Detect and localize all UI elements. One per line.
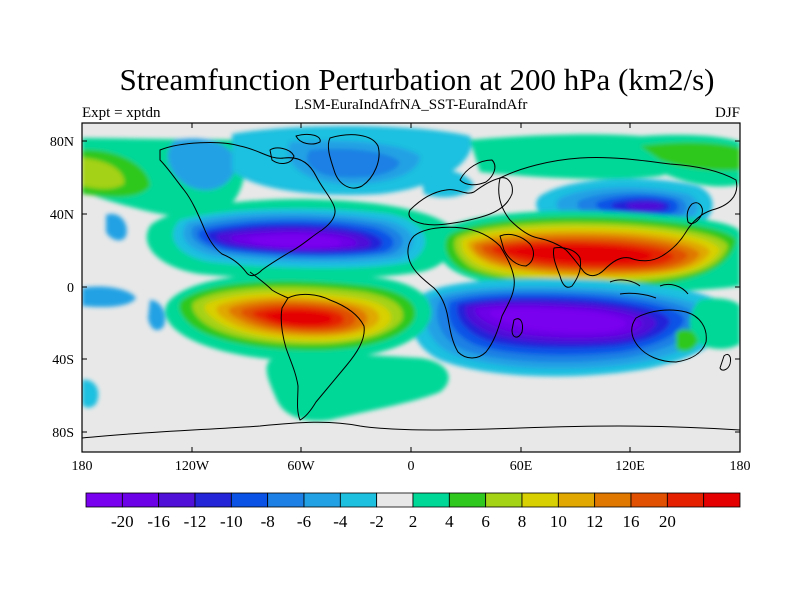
colorbar-label: 20: [659, 512, 676, 531]
colorbar-swatch: [630, 492, 668, 508]
lon-tick-label: 60E: [510, 459, 533, 474]
colorbar-label: -4: [333, 512, 348, 531]
colorbar-label: 16: [623, 512, 640, 531]
colorbar-swatch: [158, 492, 196, 508]
lon-tick-label: 120W: [175, 459, 210, 474]
colorbar-swatch: [230, 492, 269, 508]
colorbar-label: -16: [147, 512, 170, 531]
colorbar-label: 10: [550, 512, 567, 531]
lon-tick-label: 180: [72, 459, 93, 474]
colorbar-swatch: [666, 492, 705, 508]
colorbar-swatch: [194, 492, 232, 508]
lon-tick-label: 180: [730, 459, 751, 474]
lat-tick-label: 40S: [52, 353, 74, 368]
colorbar-label: 8: [518, 512, 527, 531]
lat-tick-label: 80S: [52, 426, 74, 441]
experiment-subtitle: LSM-EuraIndAfrNA_SST-EuraIndAfr: [295, 97, 528, 113]
colorbar-swatch: [376, 492, 414, 508]
lon-tick-label: 120E: [615, 459, 645, 474]
lat-tick-label: 40N: [50, 208, 74, 223]
colorbar-label: -10: [220, 512, 243, 531]
colorbar-swatch: [703, 492, 741, 508]
lat-tick-label: 0: [67, 281, 74, 296]
contour-fills: [82, 123, 740, 452]
colorbar-label: 2: [409, 512, 418, 531]
colorbar-swatch: [594, 492, 632, 508]
figure-title: Streamfunction Perturbation at 200 hPa (…: [120, 62, 715, 97]
colorbar-swatch: [121, 492, 160, 508]
colorbar-swatch: [303, 492, 341, 508]
colorbar-label: 6: [481, 512, 490, 531]
coastlines: [82, 133, 740, 439]
colorbar-swatch: [485, 492, 523, 508]
colorbar-label: 12: [586, 512, 603, 531]
colorbar-swatch: [85, 492, 123, 508]
colorbar-label: 4: [445, 512, 454, 531]
experiment-label: Expt = xptdn: [82, 105, 161, 121]
colorbar-label: -12: [184, 512, 207, 531]
colorbar-label: -20: [111, 512, 134, 531]
colorbar-swatch: [267, 492, 305, 508]
colorbar-swatch: [557, 492, 596, 508]
colorbar-swatch: [412, 492, 450, 508]
lon-tick-label: 0: [408, 459, 415, 474]
colorbar-label: -2: [370, 512, 384, 531]
colorbar-swatch: [521, 492, 559, 508]
colorbar-swatch: [339, 492, 378, 508]
lat-axis: 80N 40N 0 40S 80S: [50, 135, 740, 441]
colorbar-label: -6: [297, 512, 311, 531]
season-label: DJF: [715, 105, 740, 121]
colorbar: [85, 492, 741, 508]
colorbar-labels: -20 -16 -12 -10 -8 -6 -4 -2 2 4 6 8 10 12 16 20: [111, 512, 676, 531]
lat-tick-label: 80N: [50, 135, 74, 150]
colorbar-label: -8: [261, 512, 275, 531]
lon-axis: 180 120W 60W 0 60E 120E 180: [72, 123, 751, 474]
colorbar-swatch: [448, 492, 487, 508]
lon-tick-label: 60W: [287, 459, 315, 474]
